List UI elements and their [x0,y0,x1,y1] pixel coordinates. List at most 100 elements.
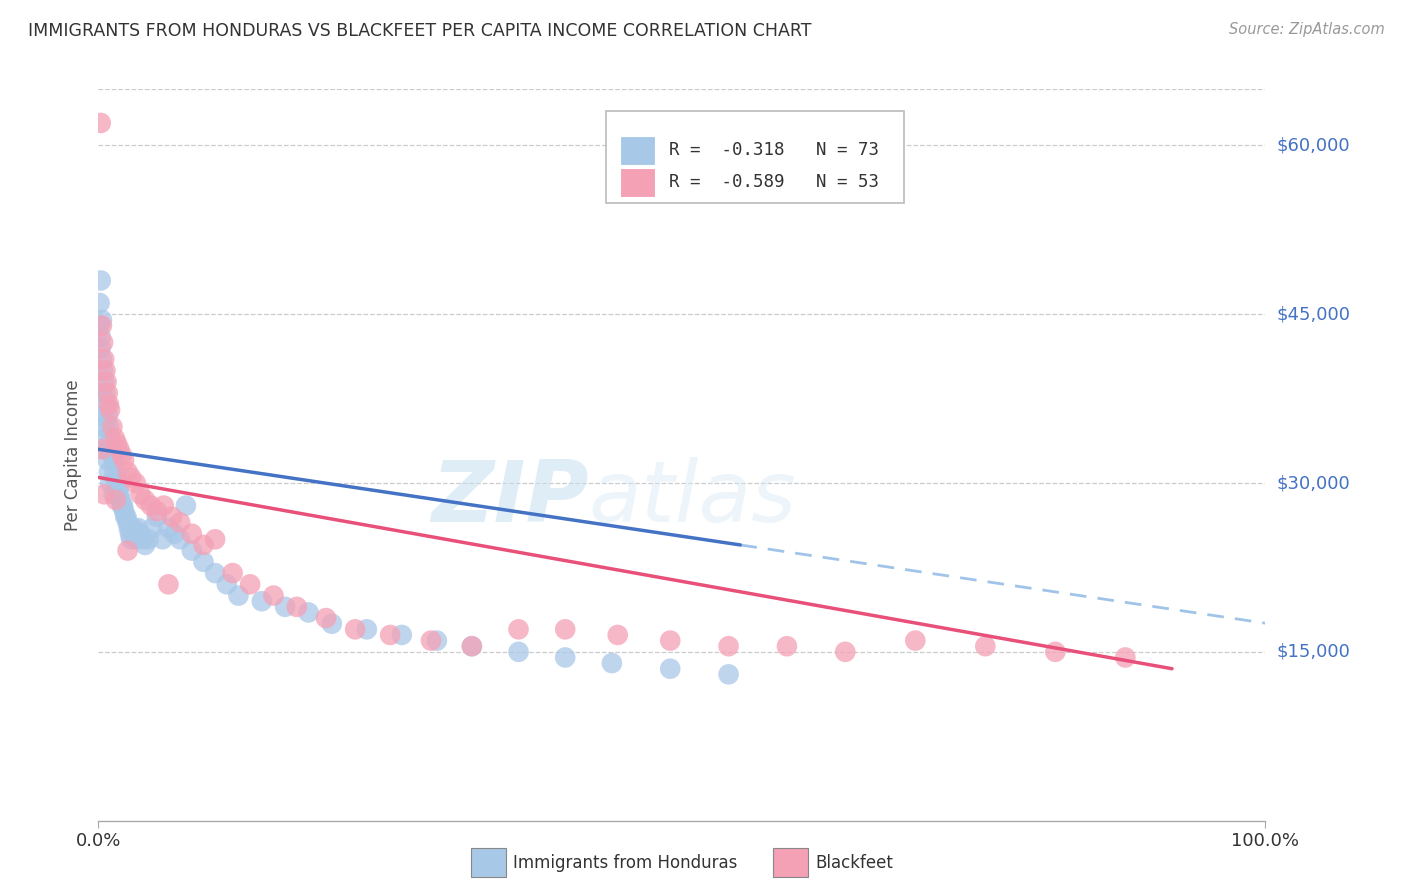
Point [97,465,120,479]
Text: Blackfeet: Blackfeet [815,855,893,872]
Point [315,611,337,625]
Point [321,616,343,631]
Point [90,273,112,287]
Point [91,335,114,350]
Point [228,589,250,603]
Point [103,487,125,501]
Point [94,431,117,445]
Text: $45,000: $45,000 [1277,305,1351,323]
Point [108,487,131,501]
Bar [620,136,655,165]
Point [90,116,112,130]
Point [344,623,367,637]
Point [378,628,402,642]
Point [141,521,163,535]
Point [120,533,142,547]
Point [508,645,530,659]
Point [391,628,413,642]
Point [163,526,186,541]
Point [98,403,121,417]
Point [105,470,128,484]
Point [160,509,183,524]
Point [1045,645,1067,659]
Point [107,482,129,496]
Point [554,650,576,665]
Point [103,453,125,467]
Point [221,566,243,580]
Point [250,594,273,608]
Point [127,521,149,535]
Text: R =  -0.318   N = 73: R = -0.318 N = 73 [669,142,879,160]
Point [606,628,628,642]
Point [117,543,139,558]
Point [111,499,134,513]
Point [90,330,112,344]
Point [104,492,127,507]
Point [146,504,169,518]
Point [90,341,112,355]
Point [508,623,530,637]
Point [97,409,120,423]
Point [90,386,112,401]
Point [152,533,174,547]
Point [420,633,443,648]
Point [146,509,169,524]
Point [138,533,160,547]
Point [426,633,449,648]
Point [157,577,180,591]
Point [100,442,122,457]
Point [114,509,136,524]
Text: IMMIGRANTS FROM HONDURAS VS BLACKFEET PER CAPITA INCOME CORRELATION CHART: IMMIGRANTS FROM HONDURAS VS BLACKFEET PE… [28,22,811,40]
Point [129,487,152,501]
Point [776,639,799,653]
Text: R =  -0.589   N = 53: R = -0.589 N = 53 [669,173,879,192]
Point [134,492,156,507]
Point [98,476,121,491]
Point [157,521,180,535]
Point [118,526,141,541]
Point [101,419,124,434]
Text: ZIP: ZIP [430,458,589,541]
Point [297,606,319,620]
Text: $30,000: $30,000 [1277,474,1350,492]
Point [174,499,197,513]
Text: $60,000: $60,000 [1277,136,1350,154]
Point [1114,650,1136,665]
Point [118,521,141,535]
FancyBboxPatch shape [606,112,904,202]
Point [91,363,114,377]
Point [904,633,927,648]
Point [274,599,297,614]
Point [117,516,139,530]
Point [659,662,682,676]
Point [239,577,262,591]
Point [97,386,120,401]
Point [132,533,155,547]
Point [111,448,134,462]
Text: Immigrants from Honduras: Immigrants from Honduras [513,855,738,872]
Point [94,386,117,401]
Point [180,543,202,558]
Point [90,352,112,367]
Text: atlas: atlas [589,458,797,541]
Text: Source: ZipAtlas.com: Source: ZipAtlas.com [1229,22,1385,37]
Point [90,318,112,333]
Point [90,442,112,457]
Point [90,313,112,327]
Point [122,521,145,535]
Point [974,639,997,653]
Point [659,633,682,648]
Text: $15,000: $15,000 [1277,643,1350,661]
Point [108,442,131,457]
Point [356,623,378,637]
Point [717,639,740,653]
Point [97,453,120,467]
Point [129,526,152,541]
Point [152,499,174,513]
Bar [620,168,655,197]
Point [285,599,308,614]
Point [600,656,623,670]
Point [96,397,118,411]
Point [104,431,127,445]
Point [215,577,238,591]
